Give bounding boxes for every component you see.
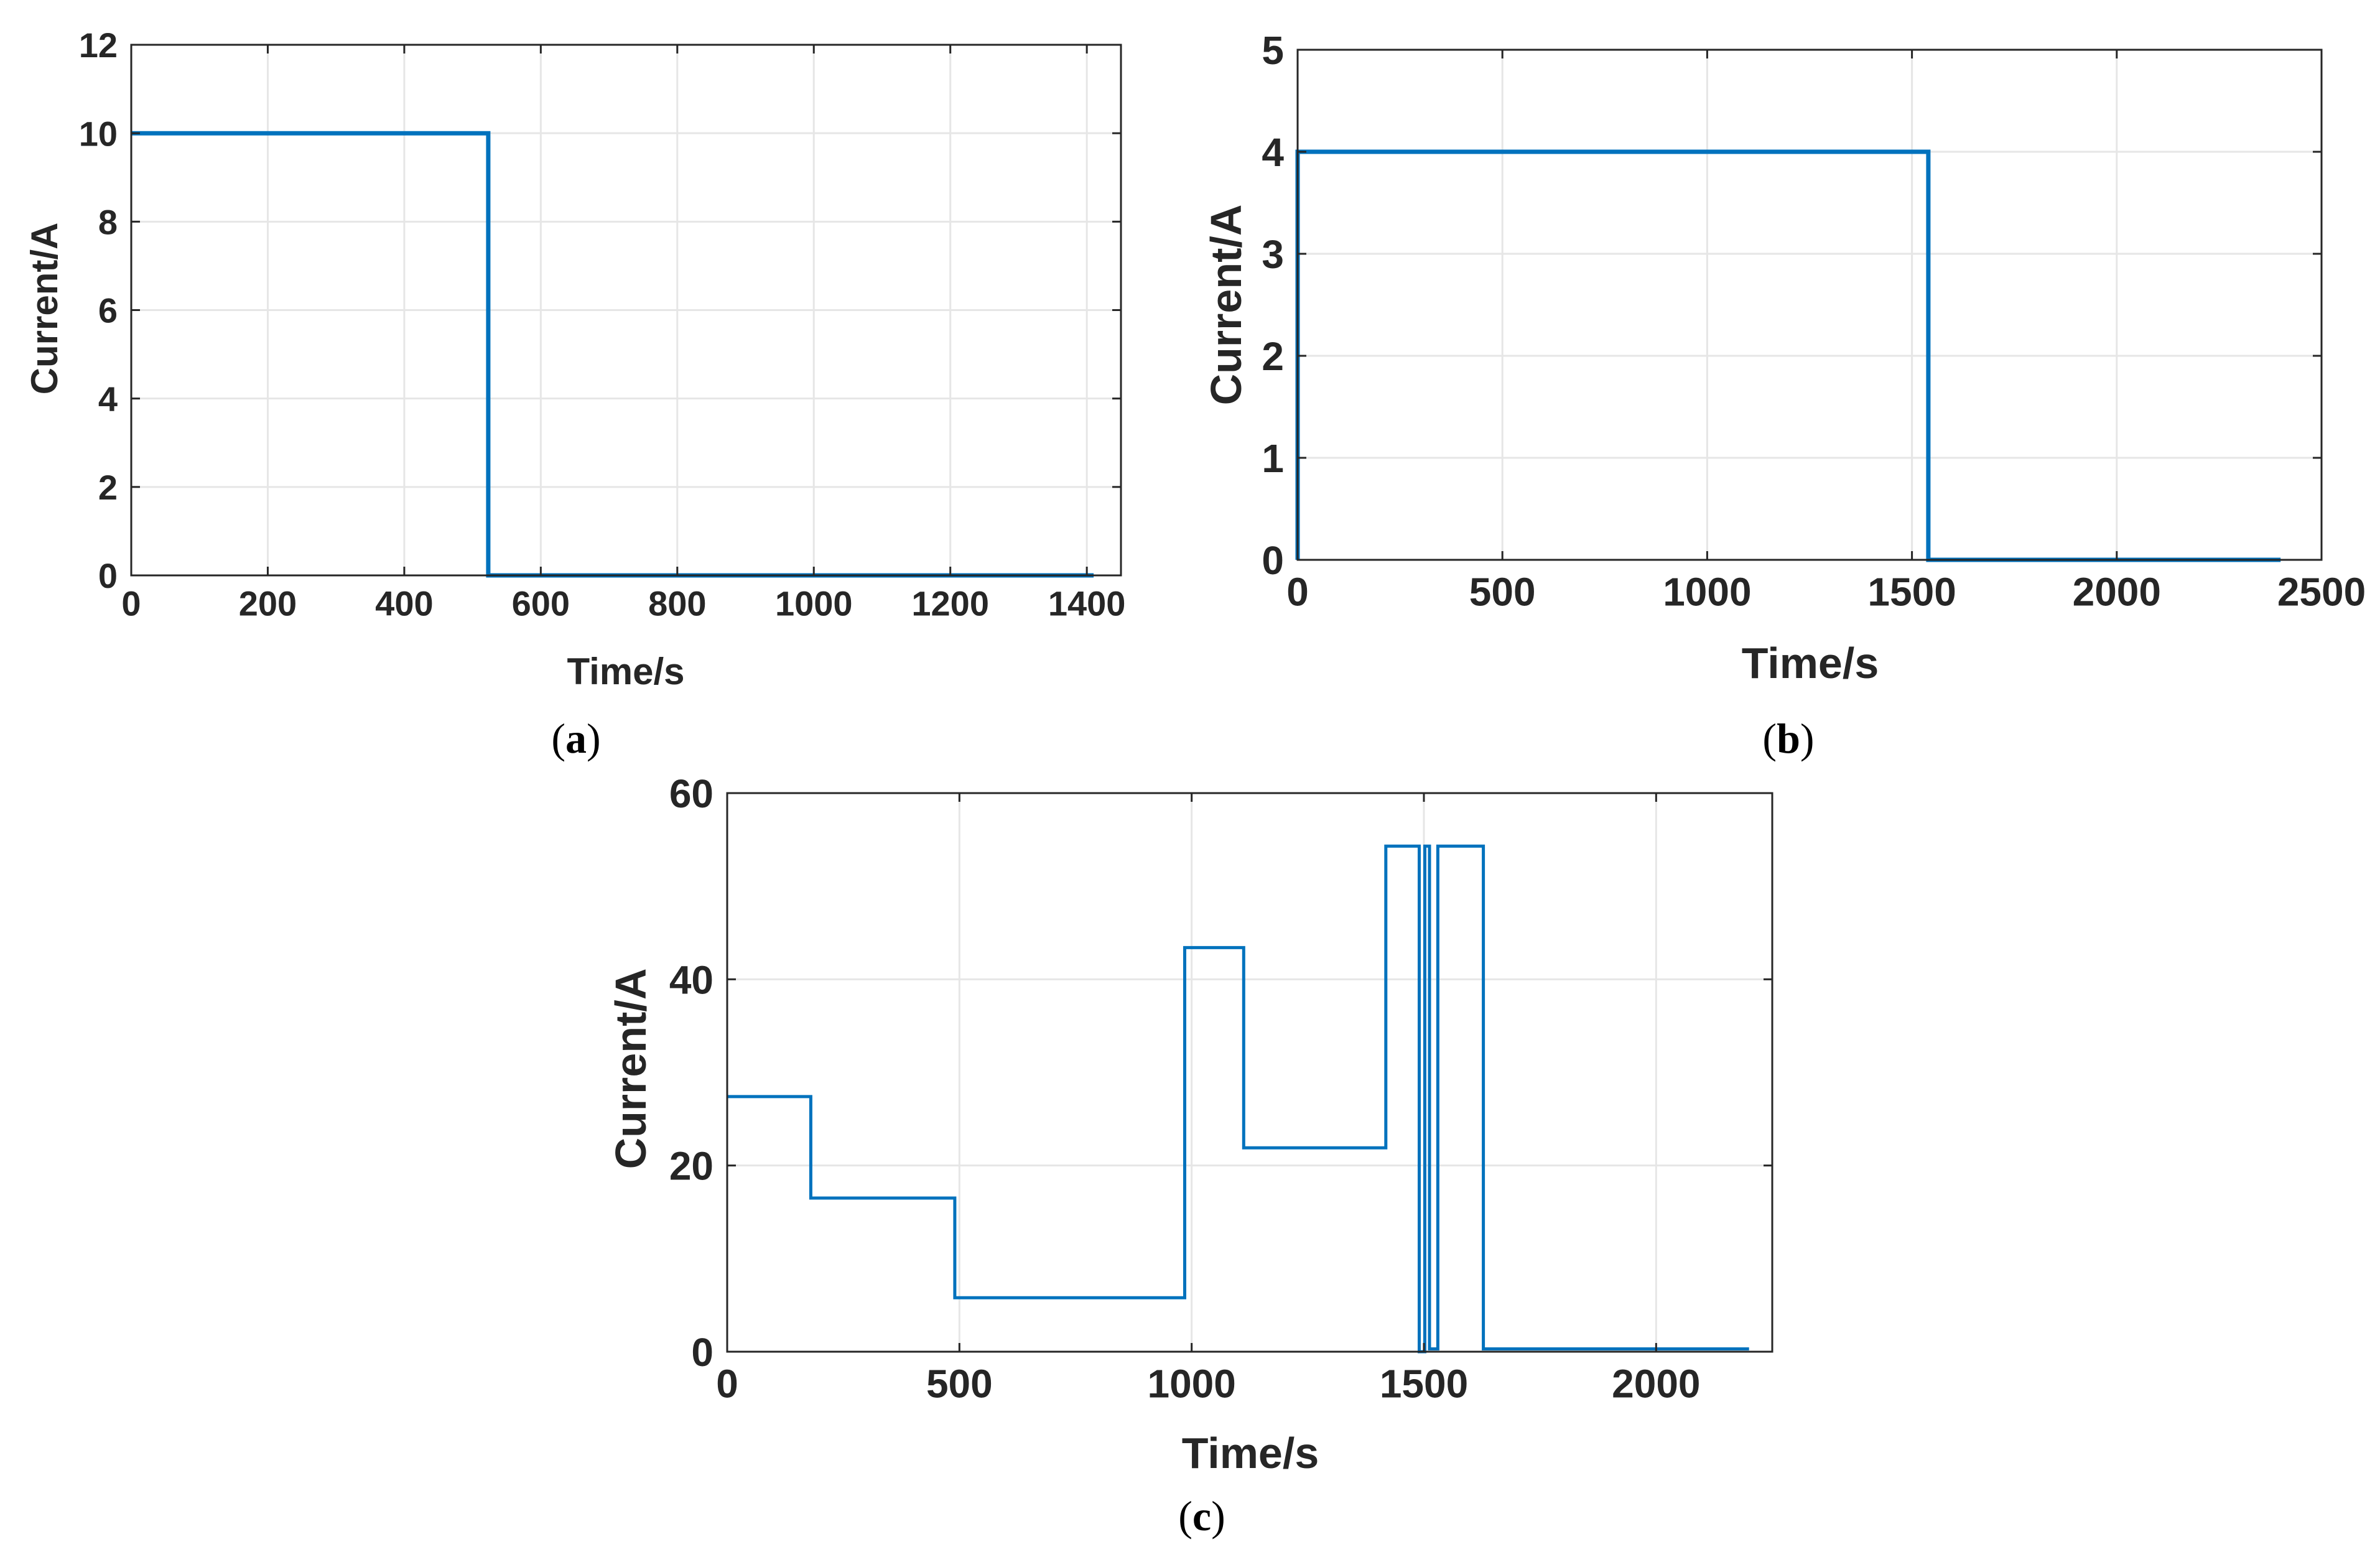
- x-tick-label: 1500: [1380, 1362, 1468, 1406]
- x-tick-label: 1400: [1048, 583, 1126, 623]
- ticks-a: 0 200 400 600 800 1000 1200 1400 0 2 4 6 8 10 12: [79, 26, 1126, 623]
- x-tick-label: 2000: [1612, 1362, 1700, 1406]
- y-tick-label: 6: [98, 291, 118, 330]
- series-line-c: [727, 844, 1749, 1354]
- y-tick-label: 0: [1262, 538, 1284, 583]
- y-tick-label: 40: [669, 957, 714, 1002]
- y-tick-label: 8: [98, 202, 118, 241]
- caption-letter-c: c: [1192, 1492, 1211, 1540]
- y-tick-label: 2: [1262, 334, 1284, 379]
- caption-a: (a): [551, 715, 600, 762]
- chart-b: 0 500 1000 1500 2000 2500 0 1 2 3 4 5 Time/s Curren…: [1202, 28, 2366, 762]
- x-tick-label: 2000: [2073, 570, 2161, 615]
- y-tick-label: 5: [1262, 28, 1284, 73]
- y-tick-label: 20: [669, 1144, 714, 1189]
- caption-b: (b): [1762, 715, 1814, 762]
- y-axis-label-c: Current/A: [607, 969, 655, 1169]
- y-tick-label: 2: [98, 468, 118, 507]
- x-tick-label: 2500: [2277, 570, 2366, 615]
- axes-frame-c: [726, 792, 1773, 1353]
- y-tick-label: 3: [1262, 232, 1284, 277]
- y-tick-label: 10: [79, 114, 118, 153]
- y-tick-label: 0: [691, 1330, 714, 1375]
- x-tick-label: 1000: [1147, 1362, 1235, 1406]
- caption-letter-a: a: [565, 715, 587, 762]
- x-tick-label: 0: [121, 583, 141, 623]
- y-axis-label-a: Current/A: [24, 223, 65, 395]
- x-tick-label: 800: [648, 583, 706, 623]
- y-tick-label: 60: [669, 771, 714, 816]
- x-tick-label: 1000: [775, 583, 853, 623]
- x-axis-label-b: Time/s: [1742, 639, 1879, 687]
- x-tick-label: 500: [1469, 570, 1536, 615]
- y-axis-label-b: Current/A: [1202, 205, 1250, 406]
- x-tick-label: 0: [1286, 570, 1309, 615]
- chart-c: 0 500 1000 1500 2000 0 20 40 60 Time/s Current/A…: [607, 771, 1773, 1540]
- x-axis-label-a: Time/s: [567, 651, 685, 692]
- ticks-b: 0 500 1000 1500 2000 2500 0 1 2 3 4 5: [1262, 28, 2366, 615]
- caption-c: (c): [1178, 1492, 1225, 1540]
- x-tick-label: 500: [926, 1362, 993, 1406]
- x-tick-label: 400: [375, 583, 433, 623]
- axes-frame-b: [1296, 49, 2323, 561]
- chart-a: 0 200 400 600 800 1000 1200 1400 0 2 4 6 8 10 12 Time/…: [24, 26, 1125, 762]
- y-tick-label: 1: [1262, 436, 1284, 481]
- y-tick-label: 12: [79, 26, 118, 65]
- x-tick-label: 0: [716, 1362, 738, 1406]
- x-axis-label-c: Time/s: [1182, 1429, 1319, 1477]
- ticks-c: 0 500 1000 1500 2000 0 20 40 60: [669, 771, 1772, 1406]
- x-tick-label: 600: [512, 583, 570, 623]
- y-tick-label: 0: [98, 556, 118, 595]
- y-tick-label: 4: [1262, 130, 1284, 175]
- y-tick-label: 4: [98, 379, 118, 419]
- x-tick-label: 200: [239, 583, 297, 623]
- x-tick-label: 1200: [911, 583, 989, 623]
- x-tick-label: 1500: [1867, 570, 1956, 615]
- x-tick-label: 1000: [1663, 570, 1751, 615]
- caption-letter-b: b: [1777, 715, 1800, 762]
